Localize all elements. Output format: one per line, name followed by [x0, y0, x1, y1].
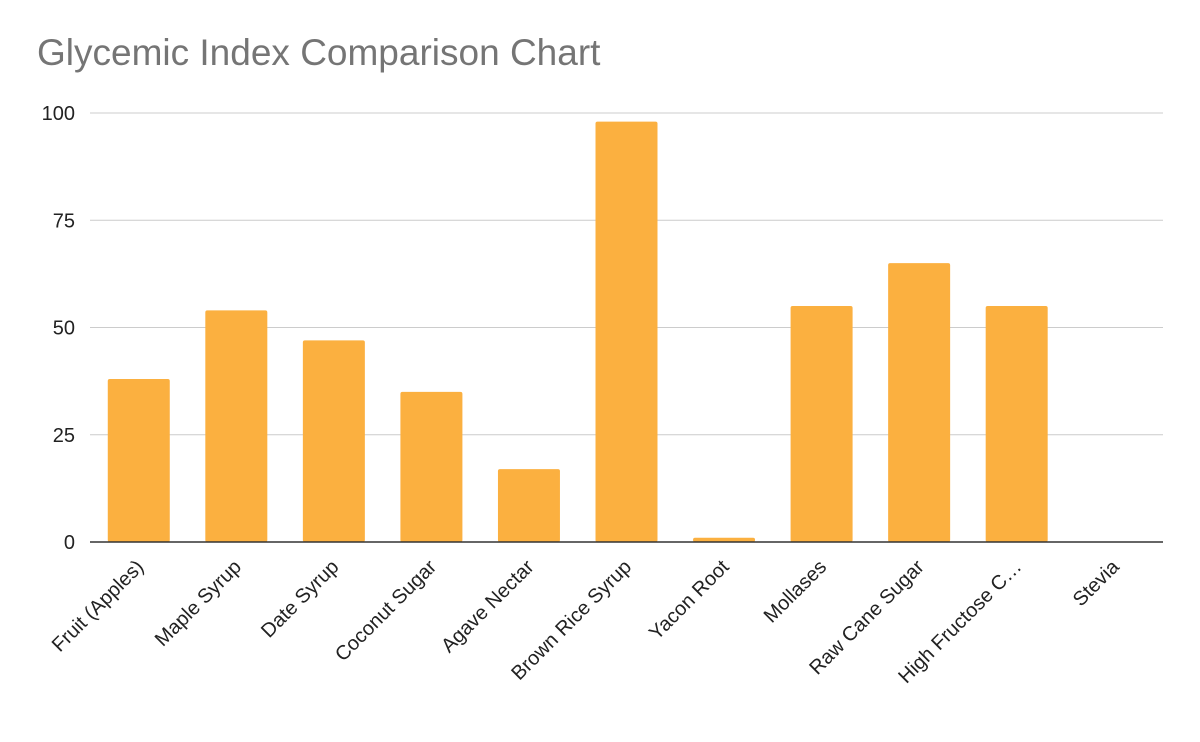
- bar: [497, 469, 560, 542]
- bar: [790, 306, 853, 542]
- x-tick-label: Mollases: [760, 556, 831, 627]
- bar: [302, 340, 365, 542]
- y-tick-labels: 0 25 50 75 100: [42, 103, 75, 554]
- y-tick-label: 75: [53, 210, 75, 232]
- y-tick-label: 50: [53, 318, 75, 340]
- x-tick-label: Yacon Root: [645, 556, 734, 645]
- x-tick-label: Date Syrup: [257, 556, 343, 642]
- y-tick-label: 25: [53, 425, 75, 447]
- chart-title: Glycemic Index Comparison Chart: [37, 32, 601, 73]
- x-tick-label: Fruit (Apples): [48, 556, 148, 656]
- bar: [985, 306, 1048, 542]
- bar: [205, 310, 268, 542]
- x-tick-label: Maple Syrup: [151, 556, 246, 651]
- y-tick-label: 100: [42, 103, 75, 125]
- bar: [595, 121, 658, 542]
- y-tick-label: 0: [64, 532, 75, 554]
- x-tick-label: Agave Nectar: [437, 556, 538, 657]
- bar: [888, 263, 951, 542]
- bar: [693, 537, 756, 542]
- x-tick-labels: Fruit (Apples) Maple Syrup Date SyrupCocon…: [48, 555, 1125, 687]
- x-tick-label: Stevia: [1069, 555, 1124, 610]
- bar: [107, 378, 170, 542]
- bar: [400, 391, 463, 542]
- x-tick-label: Coconut Sugar: [331, 556, 441, 666]
- bars: [107, 121, 1048, 542]
